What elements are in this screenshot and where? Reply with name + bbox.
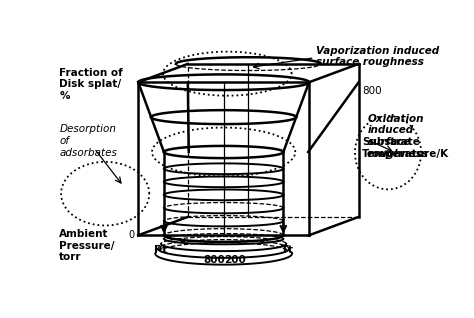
- Text: Oxidation
induced
surface
roughness: Oxidation induced surface roughness: [368, 114, 429, 158]
- Text: Tt: Tt: [281, 245, 293, 255]
- Text: Ambient
Pressure/
torr: Ambient Pressure/ torr: [59, 229, 115, 262]
- Text: Fraction of
Disk splat/
%: Fraction of Disk splat/ %: [59, 67, 123, 101]
- Text: Pt: Pt: [154, 245, 167, 255]
- Text: Desorption
of
adsorbates: Desorption of adsorbates: [59, 124, 117, 158]
- Text: Vaporization induced
surface roughness: Vaporization induced surface roughness: [316, 45, 439, 67]
- Text: 800: 800: [203, 255, 225, 265]
- Text: 800: 800: [362, 86, 382, 96]
- Text: Substrate
Temperature/K: Substrate Temperature/K: [362, 137, 449, 159]
- Text: 0: 0: [128, 230, 135, 240]
- Text: 200: 200: [224, 255, 246, 265]
